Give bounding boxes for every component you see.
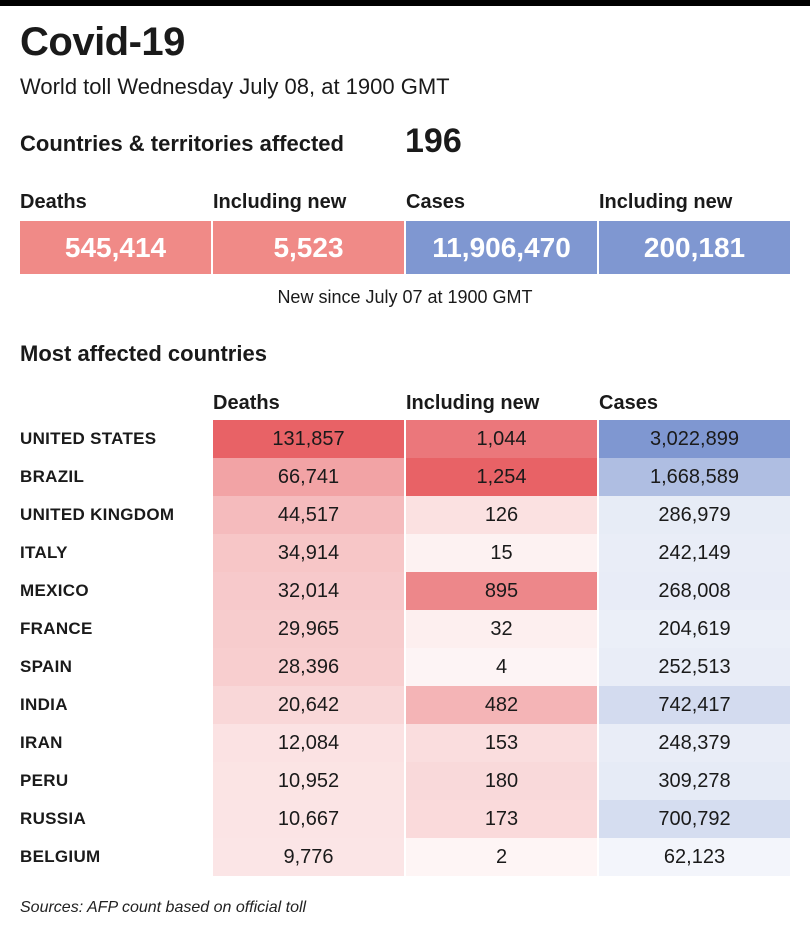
cell-deaths: 10,952 [213, 762, 404, 800]
column-header-cases: Cases [599, 392, 658, 414]
cell-cases: 252,513 [599, 648, 790, 686]
cell-deaths: 10,667 [213, 800, 404, 838]
cell-cases: 242,149 [599, 534, 790, 572]
cell-deaths: 9,776 [213, 838, 404, 876]
summary-deaths-label: Deaths [20, 191, 87, 213]
cell-deaths: 20,642 [213, 686, 404, 724]
summary-cases-new-value: 200,181 [599, 221, 790, 274]
cell-deaths: 29,965 [213, 610, 404, 648]
cell-deaths: 34,914 [213, 534, 404, 572]
row-country-label: ITALY [20, 543, 68, 562]
cell-new: 126 [406, 496, 597, 534]
chart-title: Covid-19 [20, 20, 185, 64]
cell-new: 895 [406, 572, 597, 610]
summary-cases-value: 11,906,470 [406, 221, 597, 274]
cell-cases: 700,792 [599, 800, 790, 838]
cell-cases: 309,278 [599, 762, 790, 800]
cell-cases: 268,008 [599, 572, 790, 610]
table-title: Most affected countries [20, 341, 267, 366]
cell-deaths: 66,741 [213, 458, 404, 496]
summary-note-text: New since July 07 at 1900 GMT [277, 287, 533, 307]
row-country-label: UNITED STATES [20, 429, 157, 448]
countries-affected-label: Countries & territories affected [20, 131, 344, 156]
cell-cases: 3,022,899 [599, 420, 790, 458]
cell-new: 2 [406, 838, 597, 876]
cell-new: 15 [406, 534, 597, 572]
column-header-deaths: Deaths [213, 392, 280, 414]
summary-cases-label: Cases [406, 191, 465, 213]
cell-new: 4 [406, 648, 597, 686]
countries-affected-value: 196 [405, 122, 462, 160]
row-country-label: IRAN [20, 733, 63, 752]
cell-new: 32 [406, 610, 597, 648]
cell-deaths: 28,396 [213, 648, 404, 686]
summary-note: New since July 07 at 1900 GMT [0, 287, 810, 308]
cell-cases: 286,979 [599, 496, 790, 534]
summary-deaths-new-label: Including new [213, 191, 347, 213]
cell-new: 1,254 [406, 458, 597, 496]
chart-subtitle: World toll Wednesday July 08, at 1900 GM… [20, 74, 450, 99]
cell-new: 1,044 [406, 420, 597, 458]
cell-deaths: 44,517 [213, 496, 404, 534]
row-country-label: FRANCE [20, 619, 93, 638]
summary-deaths-value: 545,414 [20, 221, 211, 274]
row-country-label: MEXICO [20, 581, 89, 600]
cell-deaths: 131,857 [213, 420, 404, 458]
row-country-label: PERU [20, 771, 69, 790]
cell-new: 153 [406, 724, 597, 762]
row-country-label: BRAZIL [20, 467, 85, 486]
cell-cases: 204,619 [599, 610, 790, 648]
summary-cases-new-label: Including new [599, 191, 733, 213]
cell-cases: 248,379 [599, 724, 790, 762]
source-note: Sources: AFP count based on official tol… [20, 899, 307, 916]
row-country-label: RUSSIA [20, 809, 87, 828]
cell-new: 482 [406, 686, 597, 724]
cell-deaths: 32,014 [213, 572, 404, 610]
row-country-label: UNITED KINGDOM [20, 505, 175, 524]
row-country-label: SPAIN [20, 657, 73, 676]
cell-cases: 742,417 [599, 686, 790, 724]
cell-cases: 62,123 [599, 838, 790, 876]
cell-cases: 1,668,589 [599, 458, 790, 496]
row-country-label: BELGIUM [20, 847, 101, 866]
column-header-new: Including new [406, 392, 540, 414]
summary-deaths-new-value: 5,523 [213, 221, 404, 274]
cell-deaths: 12,084 [213, 724, 404, 762]
row-country-label: INDIA [20, 695, 68, 714]
cell-new: 173 [406, 800, 597, 838]
cell-new: 180 [406, 762, 597, 800]
top-rule [0, 0, 810, 6]
